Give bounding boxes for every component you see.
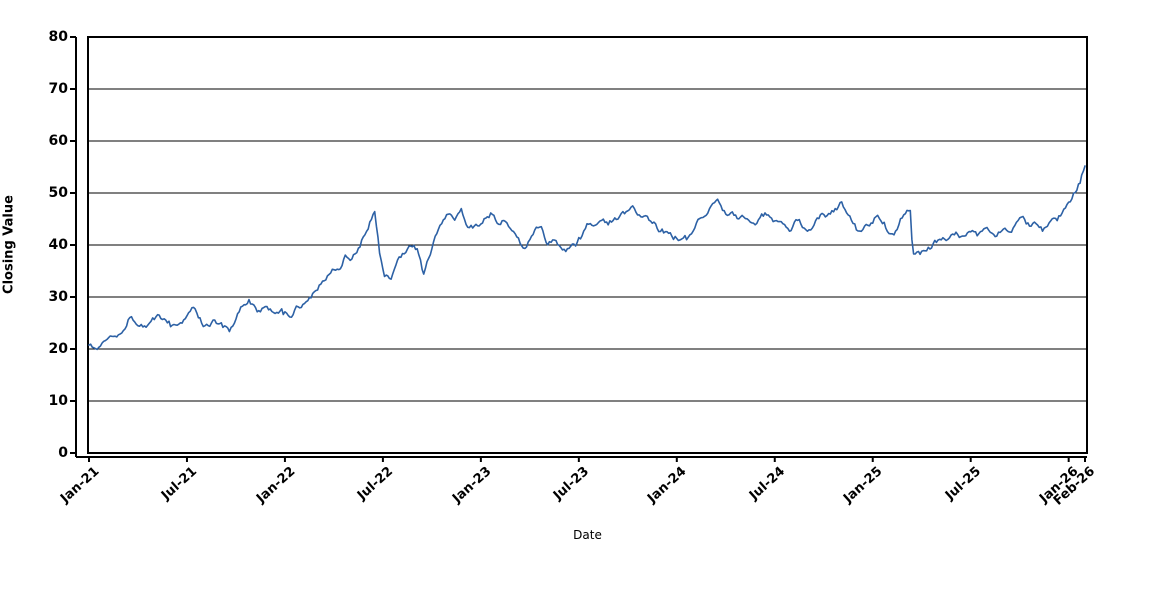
y-axis-tick-label: 20 bbox=[48, 341, 68, 357]
x-axis-title: Date bbox=[573, 528, 602, 542]
y-axis-tick-label: 0 bbox=[58, 445, 68, 461]
plot-border bbox=[87, 36, 1088, 454]
y-axis-tick-label: 30 bbox=[48, 289, 68, 305]
y-axis-tick-label: 80 bbox=[48, 29, 68, 45]
y-axis-title: Closing Value bbox=[1, 195, 17, 294]
y-axis-tick-label: 40 bbox=[48, 237, 68, 253]
closing-value-line bbox=[88, 165, 1086, 351]
y-axis-tick-label: 10 bbox=[48, 393, 68, 409]
y-axis-tick-label: 70 bbox=[48, 81, 68, 97]
y-axis-tick-label: 60 bbox=[48, 133, 68, 149]
y-axis-tick-label: 50 bbox=[48, 185, 68, 201]
